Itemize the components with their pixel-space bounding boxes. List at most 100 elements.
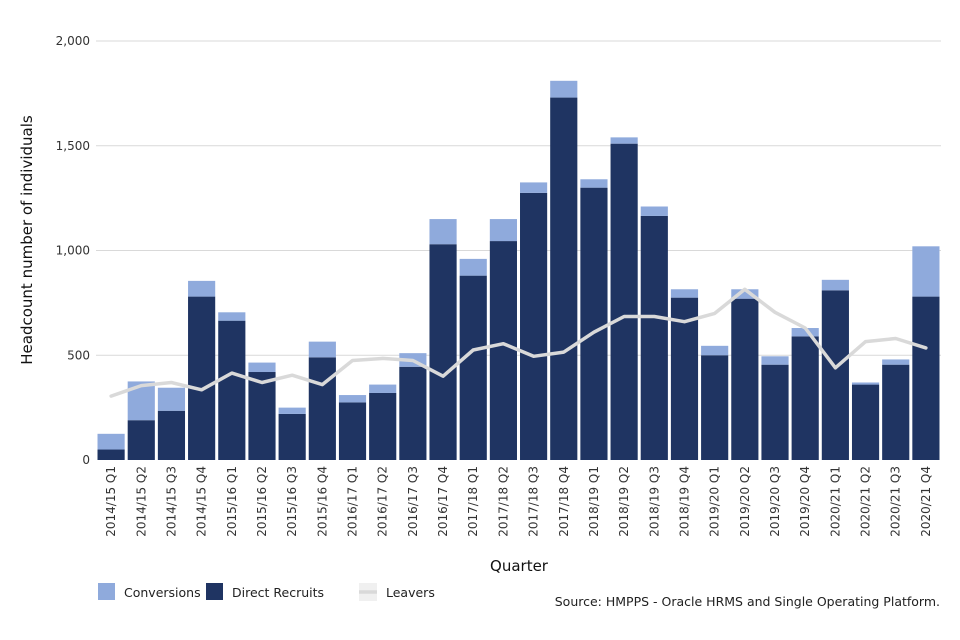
y-tick-label: 1,000 (56, 244, 90, 258)
legend-item-conversions[interactable]: Conversions (98, 583, 201, 600)
x-tick-label: 2016/17 Q2 (376, 466, 390, 537)
legend-label-direct-recruits: Direct Recruits (232, 585, 324, 600)
bar-direct-recruits-2019-20-q4[interactable] (791, 336, 819, 460)
bar-direct-recruits-2017-18-q1[interactable] (459, 275, 487, 460)
legend: Conversions Direct Recruits Leavers (98, 583, 435, 601)
bar-direct-recruits-2020-21-q2[interactable] (851, 384, 880, 460)
legend-swatch-direct-recruits (206, 583, 223, 600)
bar-direct-recruits-2014-15-q3[interactable] (157, 410, 186, 460)
bar-direct-recruits-2019-20-q1[interactable] (701, 355, 729, 460)
y-tick-label: 0 (82, 453, 90, 467)
bar-conversions-2020-21-q2[interactable] (851, 382, 880, 385)
bar-conversions-2016-17-q1[interactable] (338, 395, 367, 403)
bar-conversions-2015-16-q4[interactable] (308, 341, 336, 358)
bar-direct-recruits-2017-18-q2[interactable] (489, 241, 517, 460)
x-tick-label: 2019/20 Q3 (768, 466, 782, 537)
x-tick-label: 2017/18 Q1 (466, 466, 480, 537)
x-axis-label: Quarter (490, 557, 549, 575)
x-tick-label: 2015/16 Q3 (285, 466, 299, 537)
bar-conversions-2015-16-q1[interactable] (218, 312, 246, 321)
bar-direct-recruits-2018-19-q4[interactable] (670, 297, 699, 460)
legend-swatch-conversions (98, 583, 115, 600)
x-tick-label: 2014/15 Q1 (104, 466, 118, 537)
bar-conversions-2018-19-q1[interactable] (580, 179, 608, 188)
bar-conversions-2014-15-q3[interactable] (157, 387, 186, 411)
x-tick-label: 2016/17 Q4 (436, 466, 450, 537)
bar-conversions-2018-19-q2[interactable] (610, 137, 638, 144)
y-tick-label: 2,000 (56, 34, 90, 48)
bar-conversions-2018-19-q3[interactable] (640, 206, 668, 216)
bar-direct-recruits-2016-17-q4[interactable] (429, 244, 457, 460)
bar-conversions-2016-17-q2[interactable] (369, 384, 397, 393)
x-tick-label: 2019/20 Q2 (738, 466, 752, 537)
bar-conversions-2015-16-q3[interactable] (278, 407, 306, 414)
x-tick-label: 2020/21 Q3 (889, 466, 903, 537)
bar-direct-recruits-2015-16-q3[interactable] (278, 413, 306, 460)
y-tick-label: 1,500 (56, 139, 90, 153)
bar-direct-recruits-2016-17-q2[interactable] (369, 392, 397, 460)
bar-conversions-2018-19-q4[interactable] (670, 289, 699, 298)
x-tick-label: 2017/18 Q3 (527, 466, 541, 537)
bar-direct-recruits-2016-17-q3[interactable] (399, 366, 427, 460)
grid-lines (96, 40, 941, 356)
bar-direct-recruits-2018-19-q1[interactable] (580, 187, 608, 460)
bar-conversions-2017-18-q1[interactable] (459, 258, 487, 276)
bar-conversions-2017-18-q3[interactable] (520, 182, 548, 193)
bar-direct-recruits-2014-15-q1[interactable] (97, 449, 125, 460)
x-tick-label: 2017/18 Q2 (496, 466, 510, 537)
x-tick-label: 2014/15 Q4 (195, 466, 209, 537)
y-tick-label: 500 (67, 348, 90, 362)
source-note: Source: HMPPS - Oracle HRMS and Single O… (555, 594, 940, 609)
x-tick-label: 2015/16 Q2 (255, 466, 269, 537)
bar-direct-recruits-2017-18-q3[interactable] (520, 192, 548, 460)
bar-conversions-2019-20-q4[interactable] (791, 328, 819, 337)
x-tick-label: 2015/16 Q4 (315, 466, 329, 537)
x-tick-label: 2015/16 Q1 (225, 466, 239, 537)
bar-direct-recruits-2015-16-q1[interactable] (218, 320, 246, 460)
bar-conversions-2014-15-q4[interactable] (188, 280, 216, 297)
bar-conversions-2019-20-q3[interactable] (761, 356, 789, 365)
x-tick-label: 2018/19 Q4 (678, 466, 692, 537)
x-tick-label: 2018/19 Q3 (647, 466, 661, 537)
x-tick-label: 2017/18 Q4 (557, 466, 571, 537)
legend-item-direct-recruits[interactable]: Direct Recruits (206, 583, 324, 600)
bar-direct-recruits-2014-15-q4[interactable] (188, 296, 216, 460)
legend-label-leavers: Leavers (386, 585, 435, 600)
bar-conversions-2014-15-q1[interactable] (97, 433, 125, 450)
bar-direct-recruits-2020-21-q1[interactable] (821, 290, 849, 460)
x-tick-label: 2019/20 Q1 (708, 466, 722, 537)
x-tick-label: 2020/21 Q4 (919, 466, 933, 537)
bar-direct-recruits-2020-21-q4[interactable] (912, 296, 940, 460)
bar-conversions-2016-17-q4[interactable] (429, 219, 457, 245)
bar-conversions-2017-18-q2[interactable] (489, 219, 517, 242)
bar-conversions-2015-16-q2[interactable] (248, 362, 276, 373)
x-tick-label: 2014/15 Q2 (134, 466, 148, 537)
bar-direct-recruits-2020-21-q3[interactable] (882, 364, 910, 460)
line-leavers[interactable] (109, 287, 928, 398)
legend-item-leavers[interactable]: Leavers (359, 583, 435, 601)
bar-conversions-2017-18-q4[interactable] (550, 80, 578, 98)
bar-direct-recruits-2019-20-q2[interactable] (731, 298, 759, 460)
bar-conversions-2019-20-q2[interactable] (731, 289, 759, 299)
bar-direct-recruits-2017-18-q4[interactable] (550, 97, 578, 460)
bar-direct-recruits-2015-16-q4[interactable] (308, 357, 336, 460)
leavers-line-layer (109, 287, 928, 398)
bars-layer (97, 80, 940, 460)
bar-conversions-2020-21-q4[interactable] (912, 246, 940, 297)
bar-direct-recruits-2018-19-q3[interactable] (640, 215, 668, 460)
bar-conversions-2019-20-q1[interactable] (701, 345, 729, 356)
x-axis-ticks: 2014/15 Q1 2014/15 Q2 2014/15 Q3 2014/15 Q4… (104, 466, 933, 537)
bar-conversions-2020-21-q1[interactable] (821, 279, 849, 291)
bar-conversions-2020-21-q3[interactable] (882, 359, 910, 365)
bar-direct-recruits-2015-16-q2[interactable] (248, 372, 276, 460)
bar-direct-recruits-2014-15-q2[interactable] (127, 420, 155, 460)
x-tick-label: 2018/19 Q1 (587, 466, 601, 537)
x-tick-label: 2014/15 Q3 (164, 466, 178, 537)
bar-direct-recruits-2016-17-q1[interactable] (338, 402, 367, 460)
bar-direct-recruits-2018-19-q2[interactable] (610, 143, 638, 460)
x-tick-label: 2019/20 Q4 (798, 466, 812, 537)
bar-direct-recruits-2019-20-q3[interactable] (761, 364, 789, 460)
x-tick-label: 2016/17 Q3 (406, 466, 420, 537)
x-tick-label: 2020/21 Q1 (828, 466, 842, 537)
